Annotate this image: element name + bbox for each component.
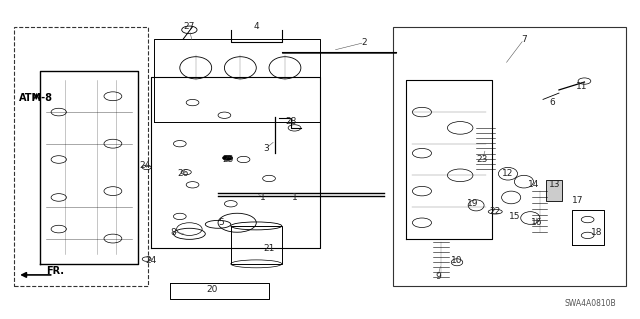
Text: 10: 10 [451,256,463,265]
Text: 16: 16 [531,218,543,227]
Text: 13: 13 [548,180,560,189]
Text: 3: 3 [263,144,269,153]
Text: 24: 24 [139,161,150,170]
Bar [546,180,562,201]
Text: 24: 24 [145,256,157,265]
Text: 20: 20 [206,285,218,294]
Text: 2: 2 [362,38,367,47]
Text: 14: 14 [528,180,539,189]
Text: 15: 15 [509,212,520,221]
Text: 9: 9 [435,272,441,281]
Circle shape [223,155,233,160]
Text: 19: 19 [467,199,479,208]
Text: 17: 17 [572,196,584,205]
Text: 1: 1 [260,193,266,202]
Text: 5: 5 [218,218,224,227]
Bar [231,226,282,264]
Text: 12: 12 [502,169,514,178]
Text: 11: 11 [575,82,587,91]
Text: 4: 4 [253,22,259,31]
Text: 22: 22 [490,207,501,216]
Text: 27: 27 [184,22,195,31]
Text: ATM-8: ATM-8 [19,93,53,103]
Text: FR.: FR. [47,266,65,276]
Text: 23: 23 [477,155,488,164]
Text: 21: 21 [263,243,275,253]
Text: 28: 28 [285,117,297,126]
Text: 6: 6 [550,98,556,107]
Text: 25: 25 [222,155,234,164]
Bar [14,27,148,286]
Text: 18: 18 [591,228,603,237]
Bar [394,27,626,286]
Text: 8: 8 [171,228,176,237]
Text: SWA4A0810B: SWA4A0810B [564,299,616,308]
Text: 1: 1 [292,193,298,202]
Text: 7: 7 [521,35,527,44]
Text: 26: 26 [177,169,189,178]
